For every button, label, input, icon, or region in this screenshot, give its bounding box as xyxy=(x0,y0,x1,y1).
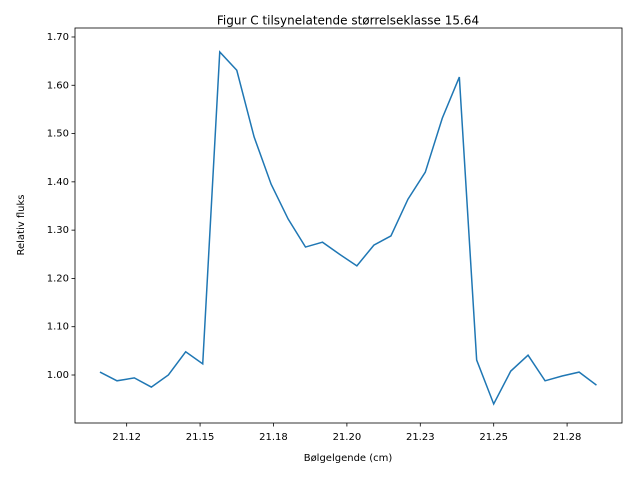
x-tick-label: 21.25 xyxy=(479,432,508,443)
x-tick-label: 21.20 xyxy=(333,432,362,443)
y-tick-label: 1.60 xyxy=(47,80,69,91)
y-tick-label: 1.10 xyxy=(47,322,69,333)
y-tick-label: 1.50 xyxy=(47,129,69,140)
x-tick-label: 21.23 xyxy=(406,432,435,443)
x-tick-label: 21.12 xyxy=(112,432,141,443)
y-tick-label: 1.20 xyxy=(47,273,69,284)
y-tick-label: 1.30 xyxy=(47,225,69,236)
data-line xyxy=(99,50,597,406)
x-axis-label: Bølgelgende (cm) xyxy=(304,453,393,464)
y-tick-label: 1.40 xyxy=(47,177,69,188)
y-tick-label: 1.70 xyxy=(47,32,69,43)
x-tick-label: 21.28 xyxy=(553,432,582,443)
x-tick-label: 21.18 xyxy=(259,432,288,443)
y-axis-label: Relativ fluks xyxy=(16,195,27,256)
x-tick-label: 21.15 xyxy=(186,432,215,443)
chart-title: Figur C tilsynelatende størrelseklasse 1… xyxy=(217,14,479,28)
y-tick-label: 1.00 xyxy=(47,370,69,381)
plot-frame xyxy=(74,27,623,424)
